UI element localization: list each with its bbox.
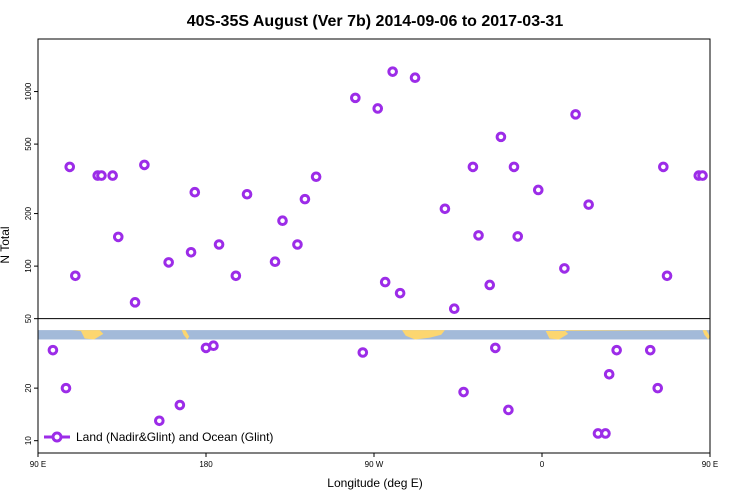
land-shape bbox=[702, 330, 710, 340]
data-point bbox=[697, 170, 708, 181]
data-point bbox=[70, 270, 81, 282]
data-point bbox=[745, 161, 750, 169]
y-tick-label: 200 bbox=[24, 206, 33, 220]
data-point bbox=[448, 303, 460, 315]
data-point bbox=[583, 199, 594, 210]
data-point bbox=[47, 344, 59, 356]
land-shape bbox=[71, 330, 104, 340]
data-point bbox=[503, 404, 514, 416]
world-map-strip bbox=[38, 330, 710, 340]
data-point bbox=[60, 382, 72, 394]
data-point bbox=[387, 66, 398, 77]
data-point bbox=[570, 109, 581, 120]
x-tick-label: 180 bbox=[199, 460, 213, 469]
data-point bbox=[658, 161, 669, 173]
data-point bbox=[379, 276, 391, 288]
data-point bbox=[64, 161, 76, 173]
data-point bbox=[409, 72, 421, 84]
data-point bbox=[661, 270, 673, 282]
plot-frame bbox=[37, 38, 711, 454]
data-point bbox=[394, 287, 406, 299]
y-tick-label: 10 bbox=[24, 436, 33, 445]
data-point bbox=[717, 233, 725, 241]
data-point bbox=[473, 230, 484, 241]
data-points bbox=[47, 66, 750, 439]
data-point bbox=[174, 399, 186, 411]
data-point bbox=[736, 299, 744, 307]
land-shape bbox=[181, 330, 190, 340]
data-point bbox=[600, 428, 611, 439]
y-tick-label: 100 bbox=[24, 259, 33, 273]
data-point bbox=[458, 386, 469, 398]
data-point bbox=[208, 340, 219, 352]
data-point bbox=[189, 186, 201, 198]
data-point bbox=[350, 92, 361, 104]
y-tick-label: 50 bbox=[24, 314, 33, 323]
data-point bbox=[269, 256, 281, 267]
data-point bbox=[372, 103, 384, 114]
data-point bbox=[559, 263, 570, 274]
y-tick-label: 1000 bbox=[24, 82, 33, 100]
data-point bbox=[96, 170, 107, 181]
data-point bbox=[213, 239, 225, 250]
data-point bbox=[185, 246, 197, 258]
data-point bbox=[292, 239, 303, 250]
data-point bbox=[508, 161, 520, 173]
data-point bbox=[490, 342, 501, 354]
data-point bbox=[357, 347, 369, 358]
data-point bbox=[484, 279, 496, 291]
y-tick-label: 500 bbox=[24, 137, 33, 151]
data-point bbox=[277, 215, 288, 227]
data-point bbox=[299, 193, 311, 205]
data-point bbox=[652, 382, 664, 394]
chart-title: 40S-35S August (Ver 7b) 2014-09-06 to 20… bbox=[187, 13, 564, 30]
x-tick-label: 90 E bbox=[702, 460, 718, 469]
data-point bbox=[644, 344, 656, 356]
ocean-band bbox=[38, 330, 710, 340]
data-point bbox=[512, 231, 524, 242]
data-point bbox=[439, 203, 451, 215]
data-point bbox=[611, 344, 622, 356]
legend: Land (Nadir&Glint) and Ocean (Glint) bbox=[44, 430, 273, 444]
legend-entry-label: Land (Nadir&Glint) and Ocean (Glint) bbox=[76, 430, 273, 444]
data-point bbox=[241, 188, 253, 200]
data-point bbox=[154, 415, 165, 427]
data-point bbox=[163, 257, 174, 268]
x-tick-label: 90 E bbox=[30, 460, 46, 469]
land-shape bbox=[545, 330, 705, 340]
data-point bbox=[603, 369, 615, 380]
x-tick-label: 0 bbox=[540, 460, 545, 469]
data-point bbox=[139, 159, 150, 171]
data-point bbox=[107, 170, 118, 181]
y-axis-label: N Total bbox=[0, 226, 12, 263]
y-axis: 10 20 50 100 200 500 1000 bbox=[24, 82, 38, 445]
land-shape bbox=[402, 330, 445, 340]
x-tick-label: 90 W bbox=[365, 460, 384, 469]
data-point bbox=[310, 171, 322, 183]
y-tick-label: 20 bbox=[24, 383, 33, 392]
data-point bbox=[230, 270, 242, 282]
data-point bbox=[714, 172, 722, 180]
data-point bbox=[129, 297, 141, 308]
x-axis-label: Longitude (deg E) bbox=[327, 476, 422, 490]
data-point bbox=[495, 131, 507, 143]
data-point bbox=[467, 161, 479, 173]
data-point bbox=[532, 184, 544, 196]
x-axis: 90 E 180 90 W 0 90 E bbox=[30, 453, 718, 469]
data-point bbox=[112, 231, 124, 243]
